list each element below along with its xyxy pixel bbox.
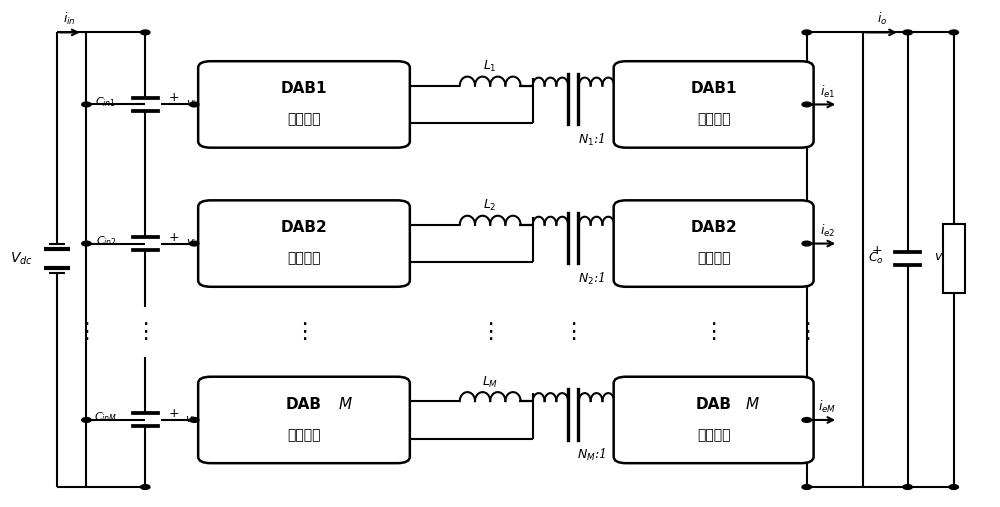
- Text: $C_{in2}$: $C_{in2}$: [96, 234, 117, 248]
- Text: $i_{d2}$: $i_{d2}$: [211, 223, 226, 239]
- Circle shape: [802, 485, 811, 489]
- Text: $C_{in1}$: $C_{in1}$: [95, 95, 117, 109]
- Circle shape: [903, 485, 912, 489]
- Bar: [943, 224, 965, 293]
- Circle shape: [82, 102, 91, 107]
- Circle shape: [82, 241, 91, 246]
- Text: 左侧全桥: 左侧全桥: [287, 113, 321, 126]
- Text: $i_{e1}$: $i_{e1}$: [820, 84, 835, 99]
- Circle shape: [949, 30, 958, 35]
- Text: $+$: $+$: [168, 407, 179, 420]
- Text: $C_{inM}$: $C_{inM}$: [94, 411, 118, 424]
- Text: $M$: $M$: [745, 396, 760, 412]
- Circle shape: [141, 485, 150, 489]
- Text: $i_{dM}$: $i_{dM}$: [209, 399, 228, 415]
- Circle shape: [802, 418, 811, 422]
- Text: DAB2: DAB2: [690, 220, 737, 235]
- Circle shape: [802, 30, 811, 35]
- Text: $i_{in}$: $i_{in}$: [63, 11, 76, 26]
- FancyBboxPatch shape: [614, 200, 814, 287]
- Text: $v_{in2}$: $v_{in2}$: [186, 238, 206, 249]
- Text: 左侧全桥: 左侧全桥: [287, 428, 321, 442]
- Circle shape: [190, 241, 199, 246]
- Circle shape: [802, 102, 811, 107]
- Circle shape: [141, 30, 150, 35]
- Text: 右侧全桥: 右侧全桥: [697, 428, 730, 442]
- FancyBboxPatch shape: [614, 377, 814, 463]
- Text: $+$: $+$: [168, 231, 179, 243]
- Text: ⋮: ⋮: [562, 322, 585, 342]
- Text: $+$: $+$: [168, 91, 179, 104]
- Text: $V_{dc}$: $V_{dc}$: [10, 250, 33, 267]
- Text: ⋮: ⋮: [75, 322, 98, 342]
- Circle shape: [190, 102, 199, 107]
- Circle shape: [82, 418, 91, 422]
- FancyBboxPatch shape: [198, 200, 410, 287]
- Text: $+$: $+$: [871, 243, 882, 257]
- Text: ⋮: ⋮: [703, 322, 725, 342]
- Text: 右侧全桥: 右侧全桥: [697, 251, 730, 266]
- Text: $i_{e2}$: $i_{e2}$: [820, 223, 835, 239]
- Text: ⋮: ⋮: [796, 322, 818, 342]
- Text: ⋮: ⋮: [479, 322, 501, 342]
- Text: $L_{2}$: $L_{2}$: [483, 198, 497, 213]
- Text: $C_o$: $C_o$: [868, 251, 884, 266]
- Text: $L_{M}$: $L_{M}$: [482, 375, 498, 390]
- Text: DAB1: DAB1: [281, 81, 327, 96]
- FancyBboxPatch shape: [614, 61, 814, 148]
- Text: $v_{in1}$: $v_{in1}$: [186, 98, 206, 111]
- Text: $N_{M}$:1: $N_{M}$:1: [577, 447, 606, 463]
- Text: DAB: DAB: [286, 396, 322, 412]
- Text: $M$: $M$: [338, 396, 353, 412]
- Text: $v_o$: $v_o$: [934, 252, 948, 265]
- Text: ⋮: ⋮: [293, 322, 315, 342]
- Text: $L_{1}$: $L_{1}$: [483, 59, 497, 74]
- Text: $N_{2}$:1: $N_{2}$:1: [578, 271, 605, 287]
- Circle shape: [949, 485, 958, 489]
- Circle shape: [190, 418, 199, 422]
- Circle shape: [802, 241, 811, 246]
- Text: ⋮: ⋮: [134, 322, 156, 342]
- Text: $N_{1}$:1: $N_{1}$:1: [578, 132, 605, 148]
- Circle shape: [903, 30, 912, 35]
- Text: $v_{inM}$: $v_{inM}$: [185, 414, 207, 426]
- Text: DAB: DAB: [696, 396, 732, 412]
- Text: DAB1: DAB1: [690, 81, 737, 96]
- Text: DAB2: DAB2: [281, 220, 327, 235]
- FancyBboxPatch shape: [198, 377, 410, 463]
- Text: $i_{eM}$: $i_{eM}$: [818, 399, 836, 415]
- FancyBboxPatch shape: [198, 61, 410, 148]
- Text: 右侧全桥: 右侧全桥: [697, 113, 730, 126]
- Text: 左侧全桥: 左侧全桥: [287, 251, 321, 266]
- Text: $i_o$: $i_o$: [877, 11, 887, 26]
- Text: $i_{d1}$: $i_{d1}$: [211, 84, 226, 99]
